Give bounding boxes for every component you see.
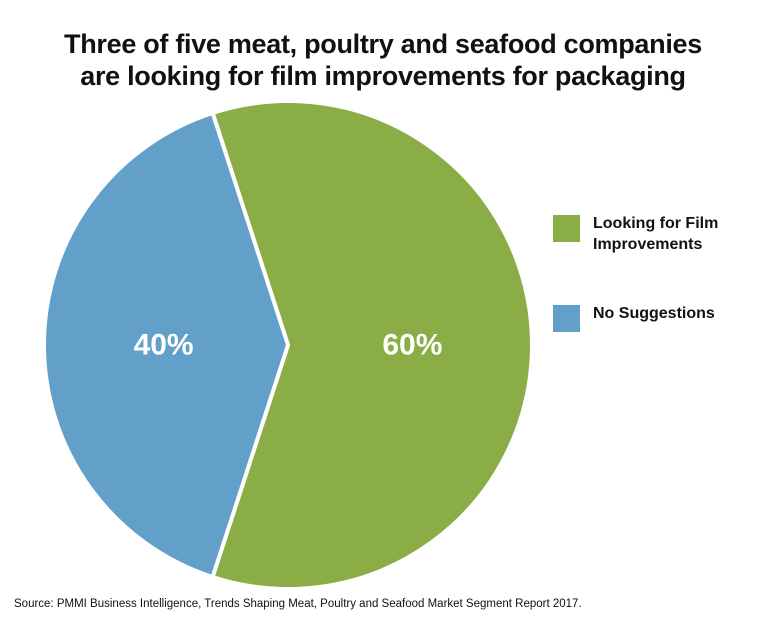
chart-title-line-2: are looking for film improvements for pa…: [80, 61, 686, 91]
legend-label: No Suggestions: [593, 305, 715, 322]
source-note: Source: PMMI Business Intelligence, Tren…: [14, 598, 582, 610]
legend-swatch-green: [553, 215, 580, 242]
legend-label: Looking for Film Improvements: [593, 215, 719, 253]
pie-slice-looking-for-film-improvements: [210, 99, 534, 591]
chart-title-line-1: Three of five meat, poultry and seafood …: [64, 29, 702, 59]
slice-value-label: 40%: [134, 329, 194, 362]
chart-title: Three of five meat, poultry and seafood …: [0, 28, 766, 92]
slice-value-label: 60%: [382, 329, 442, 362]
pie-slice-no-suggestions: [41, 110, 290, 580]
legend-swatch-blue: [553, 305, 580, 332]
